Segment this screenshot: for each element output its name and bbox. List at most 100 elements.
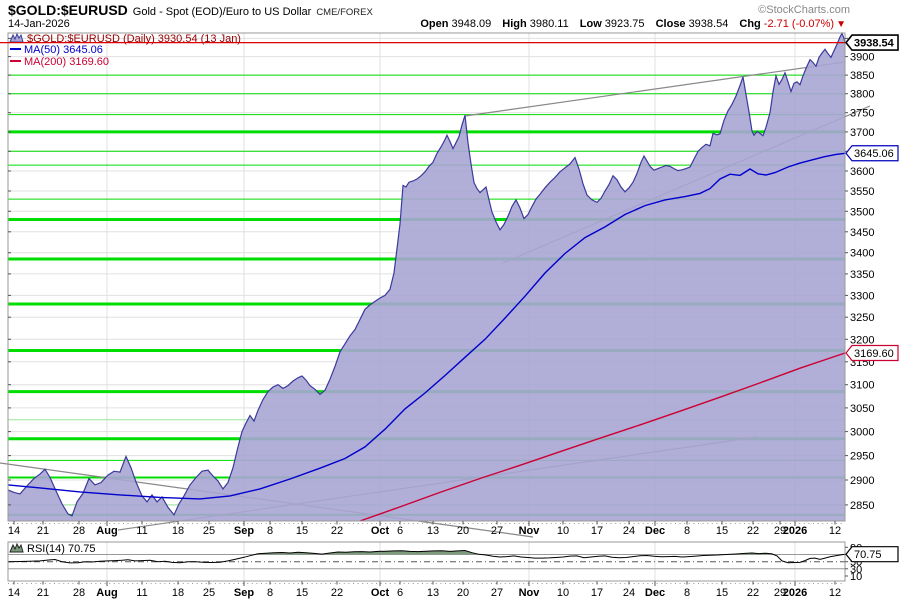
x-axis-label: 13 xyxy=(427,587,439,599)
rsi-legend: RSI(14) 70.75 xyxy=(9,542,95,555)
low-label: Low xyxy=(579,18,602,30)
symbol-label: $GOLD:$EURUSD xyxy=(8,2,128,18)
x-axis-label: 21 xyxy=(37,587,49,599)
rsi-overbought-fill xyxy=(255,550,845,555)
close-value: 3938.54 xyxy=(688,18,729,30)
y-axis-label: 3700 xyxy=(850,127,874,139)
x-axis-label: Oct xyxy=(371,587,390,599)
low-value: 3923.75 xyxy=(604,18,645,30)
x-axis-label: 14 xyxy=(8,587,20,599)
rsi-y-axis-label: 10 xyxy=(850,571,862,583)
x-axis-label: 27 xyxy=(491,587,503,599)
y-axis-label: 3550 xyxy=(850,186,874,198)
chart-title: $GOLD:$EURUSD Gold - Spot (EOD)/Euro to U… xyxy=(8,2,373,20)
legend-ma200: MA(200) 3169.60 xyxy=(24,56,109,68)
y-axis-label: 3850 xyxy=(850,70,874,82)
down-arrow-icon: ▼ xyxy=(836,19,846,30)
y-axis-label: 3300 xyxy=(850,290,874,302)
x-axis-label: 12 xyxy=(829,587,841,599)
x-axis-label: 27 xyxy=(491,525,503,537)
close-label: Close xyxy=(655,18,686,30)
x-axis-label: Sep xyxy=(234,525,254,537)
high-value: 3980.11 xyxy=(529,18,569,30)
y-axis-label: 3800 xyxy=(850,89,874,101)
x-axis-label: Aug xyxy=(96,525,117,537)
x-axis-label: Nov xyxy=(519,525,541,537)
price-area xyxy=(8,33,845,522)
x-axis-label: 17 xyxy=(591,525,603,537)
legend-rsi: RSI(14) 70.75 xyxy=(27,543,95,555)
x-axis-label: 10 xyxy=(557,587,569,599)
high-label: High xyxy=(502,18,527,30)
y-axis-label: 3750 xyxy=(850,108,874,120)
x-axis-label: 15 xyxy=(716,587,728,599)
open-value: 3948.09 xyxy=(451,18,492,30)
x-axis-label: 6 xyxy=(397,525,403,537)
x-axis-label: 17 xyxy=(591,587,603,599)
x-axis-label: 20 xyxy=(457,587,469,599)
x-axis-label: 11 xyxy=(136,587,147,599)
x-axis-label: 20 xyxy=(457,525,469,537)
stockcharts-copyright: ©StockCharts.com xyxy=(758,4,850,16)
x-axis-label: 8 xyxy=(267,587,273,599)
x-axis-label: 24 xyxy=(623,587,635,599)
chg-label: Chg xyxy=(739,18,761,30)
open-label: Open xyxy=(420,18,449,30)
x-axis-label: 12 xyxy=(829,525,841,537)
x-axis-label: 28 xyxy=(73,587,85,599)
price-tag-label: 3645.06 xyxy=(854,148,894,160)
x-axis-label: 22 xyxy=(747,587,759,599)
ma200-line xyxy=(359,352,846,522)
x-axis-label: 13 xyxy=(427,525,439,537)
x-axis-label: 8 xyxy=(684,525,690,537)
y-axis-label: 3900 xyxy=(850,52,874,64)
symbol-description: Gold - Spot (EOD)/Euro to US Dollar xyxy=(132,6,312,18)
y-axis-label: 3200 xyxy=(850,334,874,346)
x-axis-label: 15 xyxy=(296,587,308,599)
y-axis-label: 3600 xyxy=(850,166,874,178)
x-axis-label: Dec xyxy=(645,587,665,599)
x-axis-label: Sep xyxy=(234,587,254,599)
x-axis-label: 11 xyxy=(136,525,147,537)
y-axis-label: 3050 xyxy=(850,403,874,415)
x-axis-label: 18 xyxy=(172,587,184,599)
main-chart-legend: $GOLD:$EURUSD (Daily) 3930.54 (13 Jan) M… xyxy=(9,32,241,68)
chart-date: 14-Jan-2026 xyxy=(8,18,70,30)
x-axis-label: 21 xyxy=(37,525,49,537)
y-axis-label: 3250 xyxy=(850,312,874,324)
x-axis-label: 25 xyxy=(203,587,215,599)
y-axis-label: 2850 xyxy=(850,500,874,512)
x-axis-label: 8 xyxy=(684,587,690,599)
x-axis-label: 2026 xyxy=(783,525,807,537)
price-line xyxy=(7,32,846,517)
rsi-chart-icon xyxy=(9,542,24,553)
x-axis-label: 22 xyxy=(747,525,759,537)
y-axis-label: 3350 xyxy=(850,269,874,281)
price-tag xyxy=(845,145,899,162)
x-axis-label: 24 xyxy=(623,525,635,537)
ohlc-row: Open 3948.09 High 3980.11 Low 3923.75 Close… xyxy=(412,18,846,30)
x-axis-label: Oct xyxy=(371,525,390,537)
x-axis-label: 22 xyxy=(331,525,343,537)
price-tag xyxy=(844,34,899,51)
rsi-line xyxy=(7,549,846,564)
x-axis-label: Aug xyxy=(96,587,117,599)
x-axis-label: 6 xyxy=(397,587,403,599)
x-axis-label: Nov xyxy=(519,587,541,599)
y-axis-label: 3500 xyxy=(850,206,874,218)
trendline xyxy=(464,61,846,117)
chg-value: -2.71 (-0.07%) xyxy=(763,18,835,30)
x-axis-label: 29 xyxy=(774,587,786,599)
price-tag xyxy=(845,344,899,362)
x-axis-label: 8 xyxy=(267,525,273,537)
x-axis-label: 18 xyxy=(172,525,184,537)
y-axis-label: 3100 xyxy=(850,380,874,392)
x-axis-label: Dec xyxy=(645,525,665,537)
x-axis-label: 22 xyxy=(331,587,343,599)
x-axis-label: 14 xyxy=(8,525,20,537)
price-tag xyxy=(845,546,899,563)
x-axis-label: 2026 xyxy=(783,587,807,599)
x-axis-label: 25 xyxy=(203,525,215,537)
